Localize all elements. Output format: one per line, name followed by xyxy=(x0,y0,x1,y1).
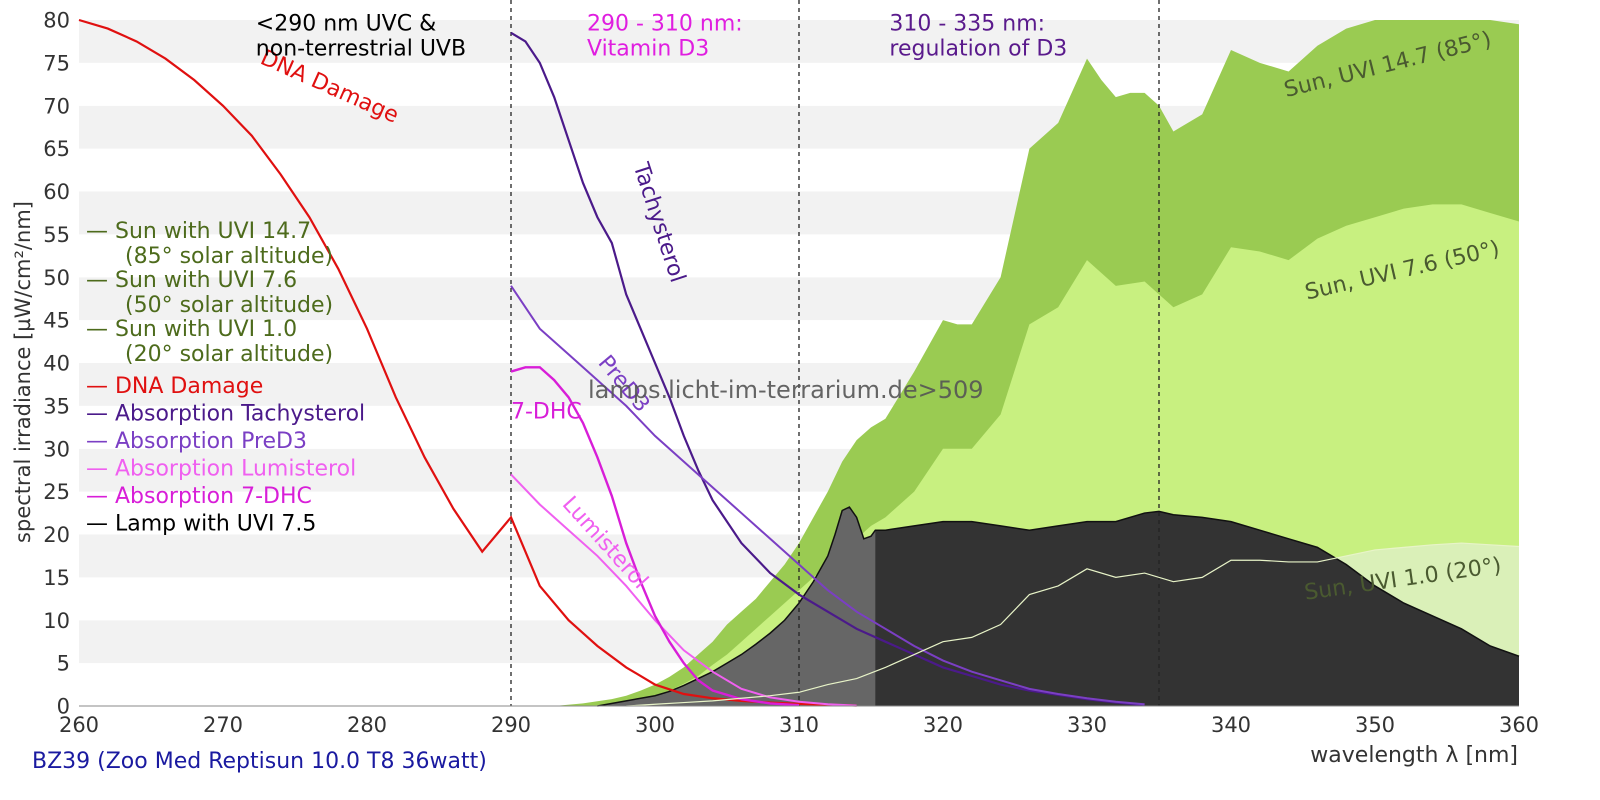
absorption-curves xyxy=(78,18,1520,707)
y-tick-label: 25 xyxy=(43,480,70,504)
region-label-0-line: non-terrestrial UVB xyxy=(256,36,466,61)
legend-item-sun-with-uvi-7-6: — Sun with UVI 7.6 xyxy=(86,268,297,293)
region-label-0-line: <290 nm UVC & xyxy=(256,11,436,36)
absorption-7-dhc-line xyxy=(510,366,800,707)
x-tick-label: 300 xyxy=(635,713,675,737)
y-tick-label: 55 xyxy=(43,223,70,247)
legend-item-sun-with-uvi-14-7: — Sun with UVI 14.7 xyxy=(86,219,311,244)
lamp-with-uvi-7-5-shaded-area xyxy=(597,507,876,706)
lamp-with-uvi-7-5-outline xyxy=(597,506,1520,707)
absorption-7-dhc-label: 7-DHC xyxy=(511,400,582,425)
y-tick-label: 65 xyxy=(43,137,70,161)
legend-item-lamp-with-uvi-7-5: — Lamp with UVI 7.5 xyxy=(86,512,316,537)
x-tick-label: 270 xyxy=(203,713,243,737)
x-tick-label: 310 xyxy=(779,713,819,737)
y-tick-label: 45 xyxy=(43,309,70,333)
legend-item-subtitle: (85° solar altitude) xyxy=(125,244,333,269)
y-tick-label: 75 xyxy=(43,51,70,75)
lamp-area xyxy=(597,506,1520,707)
y-tick-label: 50 xyxy=(43,266,70,290)
y-axis-title: spectral irradiance [µW/cm²/nm] xyxy=(11,201,35,543)
axes: 260 270 280 290 300 310 320 330 340 350 360 0 5 10 15 2… xyxy=(43,9,1539,738)
y-tick-label: 20 xyxy=(43,523,70,547)
region-label-1-line: 290 - 310 nm: xyxy=(587,11,743,36)
region-label-2-line: 310 - 335 nm: xyxy=(889,11,1045,36)
y-tick-label: 40 xyxy=(43,352,70,376)
legend-item-subtitle: (50° solar altitude) xyxy=(125,293,333,318)
lamp-model-footer: BZ39 (Zoo Med Reptisun 10.0 T8 36watt) xyxy=(32,749,487,774)
legend-item-absorption-tachysterol: — Absorption Tachysterol xyxy=(86,402,365,427)
legend-item-sun-with-uvi-1-0: — Sun with UVI 1.0 xyxy=(86,317,297,342)
region-label-2-line: regulation of D3 xyxy=(889,36,1067,61)
legend-item-absorption-7-dhc: — Absorption 7-DHC xyxy=(86,484,312,509)
y-tick-label: 80 xyxy=(43,9,70,33)
legend-item-absorption-pred3: — Absorption PreD3 xyxy=(86,429,307,454)
x-tick-label: 320 xyxy=(923,713,963,737)
y-tick-label: 15 xyxy=(43,566,70,590)
x-tick-label: 350 xyxy=(1355,713,1395,737)
absorption-lumisterol-line xyxy=(510,473,857,707)
x-tick-label: 340 xyxy=(1211,713,1251,737)
legend-item-subtitle: (20° solar altitude) xyxy=(125,342,333,367)
x-tick-label: 260 xyxy=(59,713,99,737)
y-tick-label: 0 xyxy=(57,695,70,719)
x-tick-label: 290 xyxy=(491,713,531,737)
x-axis-title: wavelength λ [nm] xyxy=(1310,743,1518,768)
legend-item-absorption-lumisterol: — Absorption Lumisterol xyxy=(86,457,356,482)
x-tick-label: 330 xyxy=(1067,713,1107,737)
region-lines xyxy=(510,0,1160,706)
y-tick-label: 70 xyxy=(43,94,70,118)
y-tick-label: 5 xyxy=(57,652,70,676)
legend-item-dna-damage: — DNA Damage xyxy=(86,374,263,399)
x-tick-label: 280 xyxy=(347,713,387,737)
y-tick-label: 60 xyxy=(43,180,70,204)
legend: — Sun with UVI 14.7(85° solar altitude)—… xyxy=(86,219,365,537)
x-tick-label: 360 xyxy=(1499,713,1539,737)
region-labels: <290 nm UVC &non-terrestrial UVB 290 - 31… xyxy=(256,11,1067,61)
y-tick-label: 10 xyxy=(43,609,70,633)
absorption-tachysterol-line xyxy=(510,31,1145,707)
region-label-1-line: Vitamin D3 xyxy=(587,36,709,61)
y-tick-label: 35 xyxy=(43,394,70,418)
y-tick-label: 30 xyxy=(43,437,70,461)
sun-uvi-1-0-line xyxy=(626,542,1520,707)
absorption-pred3-line xyxy=(510,285,1145,706)
watermark-text: lamps.licht-im-terrarium.de>509 xyxy=(588,376,984,404)
